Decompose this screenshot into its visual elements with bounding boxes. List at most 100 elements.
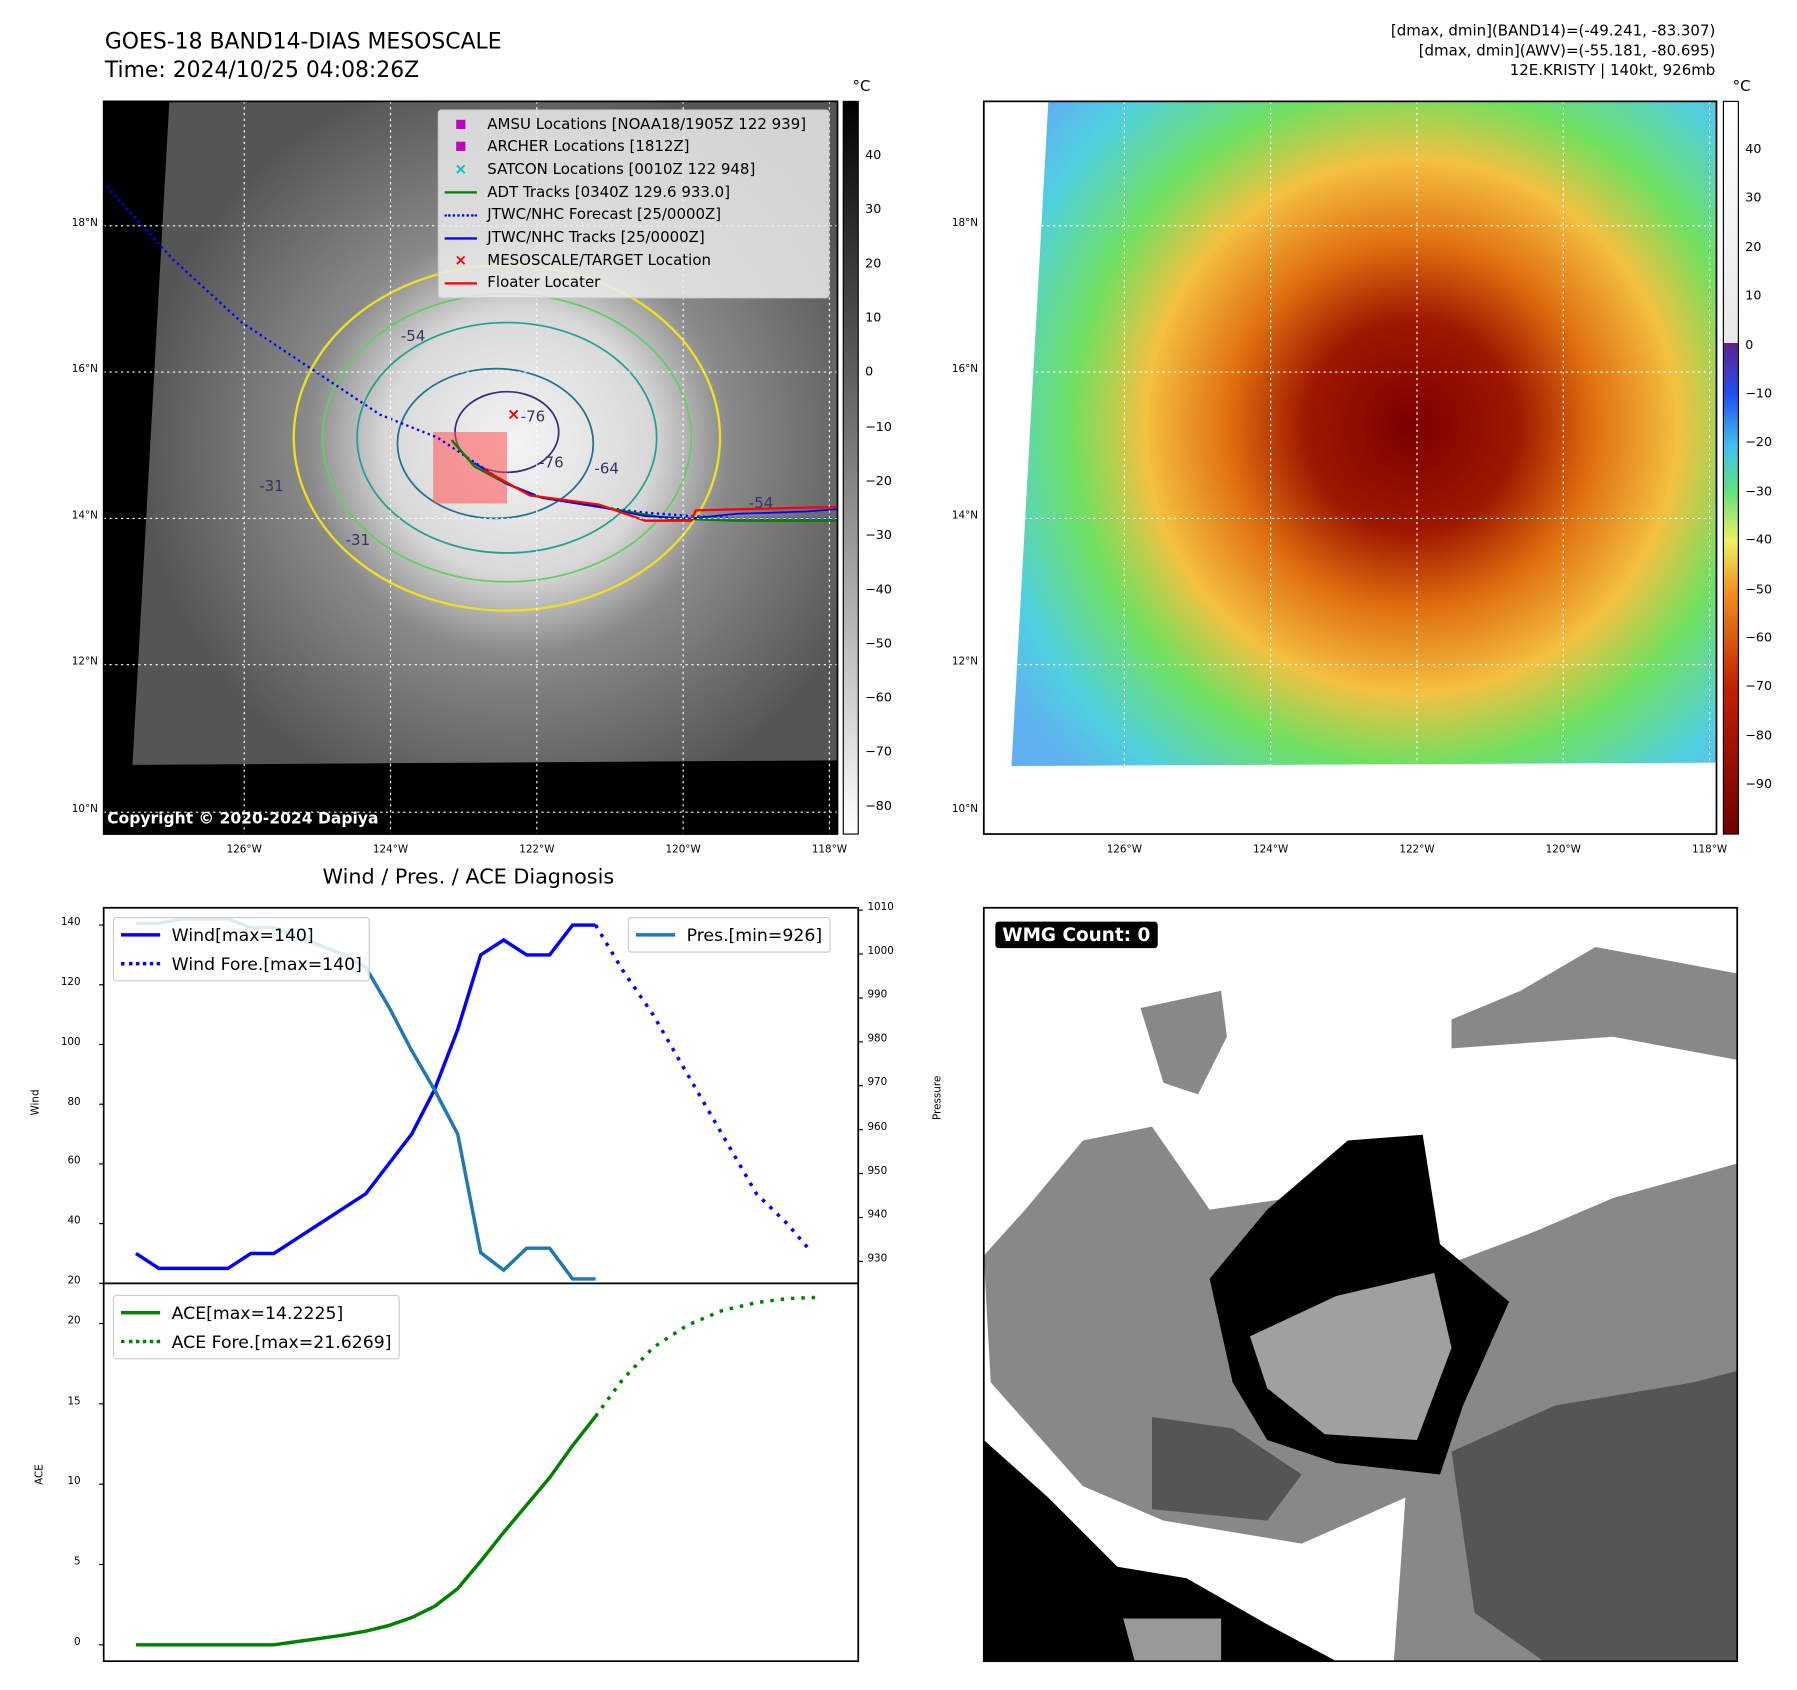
chart-legend: Pres.[min=926] bbox=[627, 916, 831, 953]
color-cbar-tick: 20 bbox=[1745, 239, 1762, 255]
lon-label: 120°W bbox=[1545, 844, 1581, 856]
gray-cbar-tick: 30 bbox=[865, 201, 882, 217]
legend-label: SATCON Locations [0010Z 122 948] bbox=[487, 161, 756, 179]
color-cbar-tick: 30 bbox=[1745, 190, 1762, 206]
lon-label: 126°W bbox=[1106, 844, 1142, 856]
color-cbar-tick: −90 bbox=[1745, 776, 1773, 792]
gray-cbar-tick: 10 bbox=[865, 310, 882, 326]
color-cbar-tick: −70 bbox=[1745, 678, 1773, 694]
wind-axis-label: Wind bbox=[30, 1089, 42, 1116]
ace-axis-label: ACE bbox=[34, 1464, 47, 1485]
legend-line-icon bbox=[635, 933, 676, 937]
y2tick-label: 970 bbox=[867, 1077, 888, 1090]
legend-item: Floater Locater bbox=[444, 273, 601, 294]
legend-item: × MESOSCALE/TARGET Location bbox=[444, 250, 711, 271]
legend-linedot-icon bbox=[444, 229, 479, 246]
ytick-label: 20 bbox=[67, 1275, 81, 1287]
legend-item: × SATCON Locations [0010Z 122 948] bbox=[444, 159, 756, 180]
legend-label: JTWC/NHC Forecast [25/0000Z] bbox=[487, 206, 722, 224]
lon-label: 124°W bbox=[1253, 844, 1289, 856]
lat-label: 14°N bbox=[71, 510, 98, 522]
series-line-1 bbox=[594, 924, 812, 1252]
gray-cbar-tick: −70 bbox=[865, 744, 892, 760]
lat-label: 14°N bbox=[951, 510, 979, 522]
info-storm: 12E.KRISTY | 140kt, 926mb bbox=[1509, 62, 1716, 80]
lat-label: 18°N bbox=[951, 217, 979, 230]
wmg-map bbox=[982, 906, 1739, 1663]
gray-colorbar bbox=[842, 100, 859, 835]
chart-title: Wind / Pres. / ACE Diagnosis bbox=[322, 865, 615, 890]
legend-item: ADT Tracks [0340Z 129.6 933.0] bbox=[444, 182, 730, 203]
y2tick-label: 1010 bbox=[867, 902, 894, 914]
legend-item: AMSU Locations [NOAA18/1905Z 122 939] bbox=[444, 114, 806, 135]
lat-label: 10°N bbox=[71, 804, 98, 816]
lon-label: 118°W bbox=[1691, 844, 1728, 856]
legend-label: JTWC/NHC Tracks [25/0000Z] bbox=[487, 229, 705, 247]
figure-title: GOES-18 BAND14-DIAS MESOSCALE bbox=[104, 28, 502, 55]
map-legend: AMSU Locations [NOAA18/1905Z 122 939] ARC… bbox=[437, 109, 830, 299]
legend-x-icon: × bbox=[454, 161, 468, 179]
color-cbar-tick: 40 bbox=[1745, 141, 1762, 157]
contour-label: -64 bbox=[594, 460, 619, 479]
gray-cbar-tick: −20 bbox=[865, 473, 892, 488]
color-cbar-tick: −40 bbox=[1745, 532, 1773, 548]
info-band14: [dmax, dmin](BAND14)=(-49.241, -83.307) bbox=[1390, 23, 1716, 41]
legend-label: Floater Locater bbox=[487, 274, 601, 292]
lat-label: 12°N bbox=[951, 656, 979, 669]
color-cbar-tick: 10 bbox=[1745, 288, 1762, 304]
svg-text:×: × bbox=[507, 404, 521, 423]
lat-label: 16°N bbox=[951, 364, 979, 376]
y2tick-label: 1000 bbox=[867, 945, 894, 958]
legend-label: Wind[max=140] bbox=[171, 924, 314, 946]
ytick-label: 60 bbox=[67, 1155, 81, 1168]
gray-cbar-tick: −80 bbox=[865, 798, 892, 814]
lon-label: 118°W bbox=[811, 844, 848, 856]
info-awv: [dmax, dmin](AWV)=(-55.181, -80.695) bbox=[1418, 42, 1716, 60]
contour-label: -54 bbox=[400, 328, 426, 346]
lon-label: 124°W bbox=[372, 844, 409, 856]
series-line-0 bbox=[134, 923, 596, 1271]
gray-cbar-tick: −50 bbox=[865, 635, 892, 651]
lon-label: 120°W bbox=[665, 844, 701, 856]
gray-cbar-tick: −60 bbox=[865, 690, 892, 706]
color-cbar-tick: −60 bbox=[1745, 630, 1773, 646]
wmg-count-badge: WMG Count: 0 bbox=[995, 921, 1158, 949]
legend-dotted-icon bbox=[444, 207, 479, 224]
legend-label: Wind Fore.[max=140] bbox=[171, 953, 362, 975]
lon-label: 122°W bbox=[519, 844, 555, 856]
copyright: Copyright © 2020-2024 Dapiya bbox=[107, 809, 379, 829]
ytick-label: 40 bbox=[67, 1215, 81, 1228]
legend-line-icon bbox=[120, 961, 161, 966]
lat-label: 10°N bbox=[951, 804, 979, 816]
lat-label: 18°N bbox=[71, 217, 98, 230]
color-cbar-unit: °C bbox=[1732, 78, 1751, 96]
lon-label: 126°W bbox=[226, 844, 262, 856]
awv-map bbox=[983, 101, 1717, 835]
legend-label: ACE Fore.[max=21.6269] bbox=[171, 1331, 392, 1352]
color-colorbar bbox=[1722, 100, 1739, 835]
legend-item: ARCHER Locations [1812Z] bbox=[444, 137, 690, 158]
y2tick-label: 990 bbox=[867, 989, 888, 1002]
legend-item: JTWC/NHC Forecast [25/0000Z] bbox=[444, 205, 722, 226]
y2tick-label: 950 bbox=[867, 1165, 888, 1178]
y2tick-label: 960 bbox=[867, 1121, 888, 1134]
contour-label: -76 bbox=[520, 408, 546, 427]
lat-label: 16°N bbox=[71, 364, 98, 376]
gray-cbar-tick: −40 bbox=[865, 581, 892, 597]
legend-x-icon: × bbox=[454, 251, 468, 270]
y2tick-label: 980 bbox=[867, 1033, 888, 1046]
gray-cbar-tick: −10 bbox=[865, 418, 892, 434]
pressure-axis-label: Pressure bbox=[932, 1075, 944, 1120]
contour-label: -54 bbox=[748, 495, 774, 513]
ytick-label: 120 bbox=[60, 976, 81, 989]
legend-line-icon bbox=[120, 1310, 161, 1315]
gray-cbar-tick: 40 bbox=[865, 147, 882, 163]
ytick-label: 15 bbox=[67, 1395, 81, 1408]
ytick-label: 80 bbox=[67, 1096, 81, 1108]
ytick-label: 10 bbox=[67, 1476, 81, 1488]
legend-label: ARCHER Locations [1812Z] bbox=[487, 138, 690, 156]
chart-legend: ACE[max=14.2225] ACE Fore.[max=21.6269] bbox=[112, 1294, 400, 1360]
y2tick-label: 940 bbox=[867, 1209, 888, 1221]
color-cbar-tick: −20 bbox=[1745, 434, 1773, 450]
